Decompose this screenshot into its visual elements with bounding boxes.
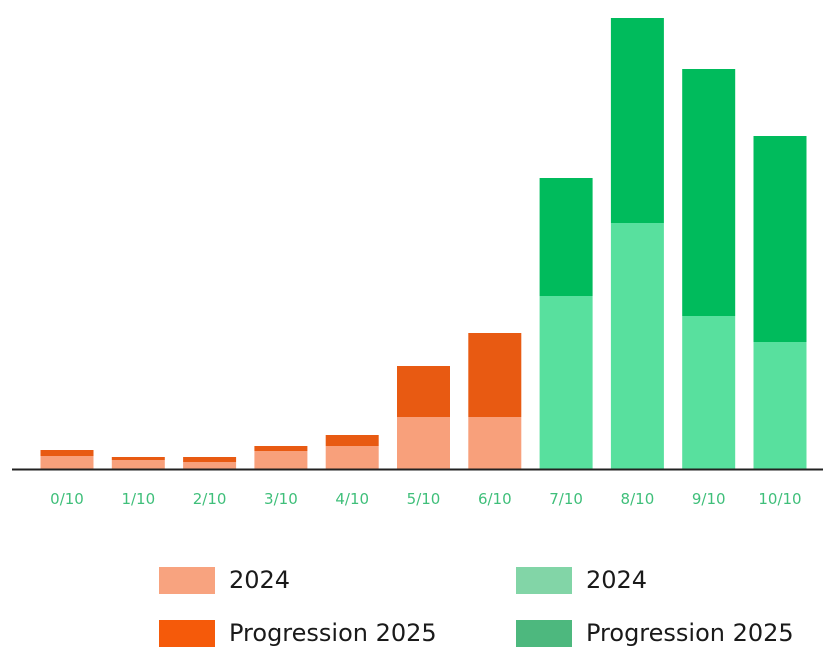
legend-item-green-2025: Progression 2025 xyxy=(516,619,794,647)
bar-progression-2025-4-of-10 xyxy=(325,435,379,446)
bar-progression-2025-7-of-10 xyxy=(539,178,593,296)
bar-2024-0-of-10 xyxy=(40,456,94,469)
bar-2024-5-of-10 xyxy=(397,417,450,469)
bar-progression-2025-1-of-10 xyxy=(111,457,165,460)
bar-2024-6-of-10 xyxy=(468,417,522,469)
bar-2024-4-of-10 xyxy=(325,446,379,469)
bar-2024-10-of-10 xyxy=(753,342,807,469)
legend-swatch-orange-2025 xyxy=(159,619,215,647)
x-tick-label-7-of-10: 7/10 xyxy=(549,490,583,508)
bar-2024-9-of-10 xyxy=(682,316,736,469)
bar-progression-2025-5-of-10 xyxy=(397,366,450,417)
x-tick-label-4-of-10: 4/10 xyxy=(335,490,369,508)
legend-swatch-orange-2024 xyxy=(159,566,215,594)
bar-progression-2025-2-of-10 xyxy=(183,457,237,462)
x-tick-label-1-of-10: 1/10 xyxy=(121,490,155,508)
x-tick-label-9-of-10: 9/10 xyxy=(692,490,726,508)
bar-2024-8-of-10 xyxy=(610,223,664,469)
stacked-bar-chart: 0/10 1/10 2/10 3/10 4/10 5/10 6/10 7/10 8/10 9/10… xyxy=(12,18,823,508)
x-tick-label-8-of-10: 8/10 xyxy=(621,490,655,508)
bar-progression-2025-8-of-10 xyxy=(610,18,664,223)
bar-progression-2025-10-of-10 xyxy=(753,136,807,342)
legend-swatch-green-2024 xyxy=(516,566,572,594)
bar-2024-7-of-10 xyxy=(539,296,593,469)
legend-label-green-2025: Progression 2025 xyxy=(586,619,794,647)
bar-2024-2-of-10 xyxy=(183,462,237,469)
legend-item-orange-2025: Progression 2025 xyxy=(159,619,437,647)
x-tick-label-5-of-10: 5/10 xyxy=(407,490,441,508)
legend-swatch-green-2025 xyxy=(516,619,572,647)
bar-2024-1-of-10 xyxy=(111,460,165,469)
bar-progression-2025-6-of-10 xyxy=(468,333,522,417)
legend-label-green-2024: 2024 xyxy=(586,566,648,594)
legend-item-orange-2024: 2024 xyxy=(159,566,290,594)
bar-2024-3-of-10 xyxy=(254,451,308,469)
bar-progression-2025-0-of-10 xyxy=(40,450,94,456)
legend-label-orange-2025: Progression 2025 xyxy=(229,619,437,647)
x-tick-label-0-of-10: 0/10 xyxy=(50,490,84,508)
x-tick-label-3-of-10: 3/10 xyxy=(264,490,298,508)
x-tick-label-10-of-10: 10/10 xyxy=(758,490,801,508)
legend-item-green-2024: 2024 xyxy=(516,566,647,594)
bar-progression-2025-9-of-10 xyxy=(682,69,736,316)
legend-label-orange-2024: 2024 xyxy=(229,566,291,594)
bar-progression-2025-3-of-10 xyxy=(254,446,308,451)
x-tick-label-6-of-10: 6/10 xyxy=(478,490,512,508)
x-tick-label-2-of-10: 2/10 xyxy=(193,490,227,508)
